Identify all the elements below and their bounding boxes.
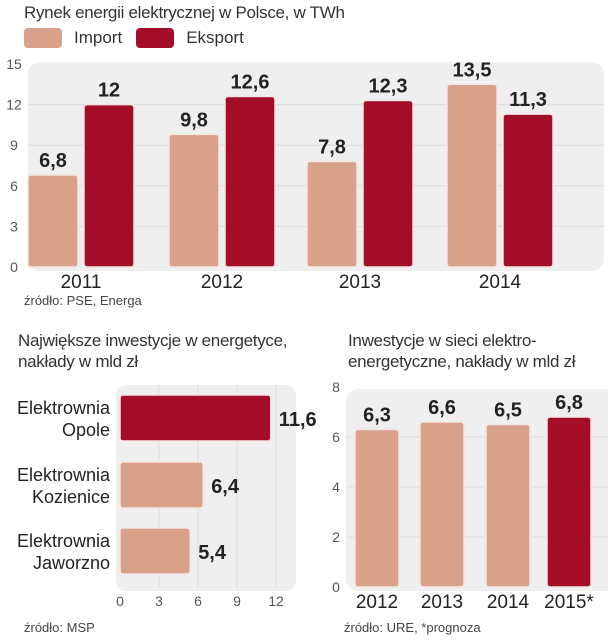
chart1-ytick-label: 9 (10, 137, 18, 153)
chart2-xtick-label: 6 (194, 593, 202, 609)
chart1-ytick-label: 12 (6, 97, 22, 113)
legend-swatch-export (136, 28, 175, 48)
legend-label-import: Import (74, 28, 123, 47)
chart1-value-label: 12 (98, 80, 120, 102)
chart3-plot-area (346, 389, 608, 591)
chart2-category-label-line2: Jaworzno (33, 553, 110, 573)
chart1-value-label: 12,3 (369, 76, 408, 98)
chart3-value-label: 6,3 (363, 405, 391, 427)
chart3-ytick-label: 8 (332, 379, 340, 395)
chart2-category-label-line2: Kozienice (32, 487, 110, 507)
chart3-ytick-label: 4 (332, 479, 340, 495)
chart1-value-label: 12,6 (231, 71, 270, 93)
chart3-value-label: 6,8 (555, 392, 583, 414)
chart2-title-line2: nakłady w mld zł (18, 352, 138, 371)
chart1-title: Rynek energii elektrycznej w Polsce, w T… (24, 3, 345, 22)
chart1-legend: Import Eksport (24, 28, 258, 48)
chart1-value-label: 9,8 (180, 109, 208, 131)
chart1-bar-import (168, 133, 220, 268)
chart3-bar (419, 421, 465, 588)
chart1-ytick-label: 3 (10, 218, 18, 234)
chart3-category-label: 2013 (421, 592, 463, 613)
chart1-ytick-label: 6 (10, 178, 18, 194)
chart3-ytick-label: 6 (332, 429, 340, 445)
chart2-source: źródło: MSP (24, 620, 95, 635)
chart1-ytick-label: 15 (6, 56, 22, 72)
chart1-bar-eksport (362, 99, 414, 268)
chart1-bar-import (446, 83, 498, 268)
chart1-category-label: 2014 (479, 272, 522, 293)
chart3-bar (546, 416, 592, 588)
chart1-bar-eksport (224, 95, 276, 268)
chart1-value-label: 11,3 (509, 89, 547, 111)
chart2-category-label-line2: Opole (62, 420, 110, 440)
chart2-title-line1: Największe inwestycje w energetyce, (18, 331, 288, 350)
chart3-category-label: 2015* (544, 592, 594, 613)
chart1-value-label: 13,5 (453, 59, 492, 81)
chart1-value-label: 7,8 (318, 136, 346, 158)
chart2-xtick-label: 3 (155, 593, 163, 609)
chart1-value-label: 6,8 (39, 150, 67, 172)
chart2-bar (119, 527, 191, 575)
chart3-category-label: 2014 (487, 592, 530, 613)
legend-label-export: Eksport (186, 28, 244, 47)
chart2-value-label: 11,6 (279, 409, 317, 431)
chart3-source: źródło: URE, *prognoza (344, 620, 481, 635)
chart3-title-line2: energetyczne, nakłady w mld zł (348, 352, 576, 371)
chart2-xtick-label: 9 (233, 593, 241, 609)
chart1-category-label: 2011 (61, 272, 102, 293)
chart1-bar-import (27, 174, 79, 268)
legend-swatch-import (24, 28, 62, 48)
chart3-ytick-label: 0 (332, 579, 340, 595)
chart2-bar (119, 394, 272, 442)
chart3-bar (354, 428, 400, 588)
chart1-category-label: 2012 (201, 272, 243, 293)
chart3-category-label: 2012 (356, 592, 398, 613)
chart3-value-label: 6,6 (428, 397, 456, 419)
chart3-bar (485, 423, 531, 588)
chart3-title-line1: Inwestycje w sieci elektro- (348, 331, 537, 350)
chart2-category-label-line1: Elektrownia (17, 465, 111, 485)
chart1-bar-eksport (83, 103, 135, 268)
chart2-category-label-line1: Elektrownia (17, 398, 111, 418)
chart2-category-label-line1: Elektrownia (17, 531, 111, 551)
chart3-value-label: 6,5 (494, 400, 522, 422)
chart2-value-label: 6,4 (211, 476, 240, 498)
chart3-ytick-label: 2 (332, 529, 340, 545)
chart2-xtick-label: 12 (268, 593, 284, 609)
chart2-value-label: 5,4 (198, 542, 227, 564)
chart1-bar-eksport (502, 113, 554, 268)
chart2-xtick-label: 0 (116, 593, 124, 609)
chart1-bar-import (306, 160, 358, 268)
chart1-category-label: 2013 (339, 272, 381, 293)
chart2-bar (119, 461, 204, 509)
chart1-ytick-label: 0 (10, 259, 18, 275)
chart1-source: źródło: PSE, Energa (24, 293, 142, 308)
